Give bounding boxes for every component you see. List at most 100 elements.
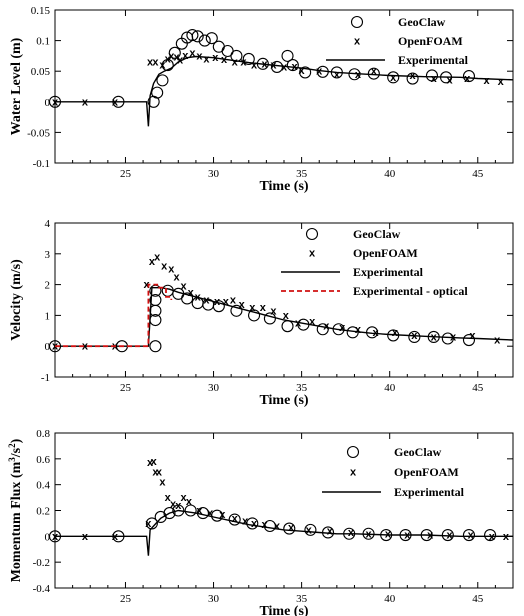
x-tick-label: 30 [208, 593, 220, 605]
geoclaw-point [299, 66, 312, 79]
openfoam-point: x [327, 526, 334, 538]
openfoam-point: x [219, 509, 226, 521]
openfoam-point: x [334, 69, 341, 81]
legend-label-experimental: Experimental [398, 53, 469, 67]
x-tick-label: 45 [472, 168, 484, 180]
geoclaw-point [156, 74, 169, 87]
geoclaw-point [281, 320, 294, 333]
x-tick-label: 30 [208, 168, 220, 180]
openfoam-point: x [239, 299, 246, 311]
legend-x-marker: x [354, 36, 361, 48]
x-tick-label: 30 [208, 382, 220, 394]
x-tick-label: 45 [472, 593, 484, 605]
x-tick-label: 35 [296, 382, 308, 394]
openfoam-point: x [147, 457, 154, 469]
openfoam-point: x [152, 57, 159, 69]
geoclaw-point [228, 513, 241, 526]
geoclaw-point [248, 309, 261, 322]
legend-label-experimental: Experimental [394, 485, 465, 499]
geoclaw-point [304, 523, 317, 536]
openfoam-point: x [182, 50, 189, 62]
legend-circle-marker [305, 227, 319, 241]
legend-x-marker: x [309, 248, 316, 260]
y-tick-label: 1 [45, 310, 51, 322]
geoclaw-point [270, 60, 284, 73]
openfoam-point: x [159, 477, 166, 489]
geoclaw-point [462, 333, 476, 347]
geoclaw-point [462, 528, 476, 542]
geoclaw-point [211, 509, 224, 522]
openfoam-point: x [151, 456, 158, 468]
geoclaw-point [462, 70, 476, 83]
geoclaw-point [406, 72, 419, 85]
openfoam-point: x [203, 53, 210, 65]
openfoam-point: x [181, 492, 188, 504]
geoclaw-point [161, 284, 174, 297]
openfoam-point: x [249, 302, 256, 314]
openfoam-point: x [207, 508, 214, 520]
geoclaw-point [263, 519, 276, 533]
geoclaw-point [316, 323, 329, 336]
legend-label-geoclaw: GeoClaw [394, 445, 442, 459]
geoclaw-point [387, 71, 400, 84]
openfoam-point: x [431, 331, 438, 343]
openfoam-point: x [274, 521, 281, 533]
y-tick-label: 2 [45, 280, 51, 292]
openfoam-point: x [251, 60, 258, 72]
openfoam-point: x [309, 316, 316, 328]
y-tick-label: 0.15 [31, 5, 51, 17]
plot-frame [54, 222, 514, 378]
geoclaw-point [408, 330, 421, 344]
openfoam-point: x [262, 519, 269, 531]
openfoam-point: x [159, 60, 166, 72]
geoclaw-point [184, 504, 197, 517]
legend-label-experimental-optical: Experimental - optical [353, 284, 468, 298]
geoclaw-point [425, 69, 439, 82]
y-tick-label: -0.05 [27, 127, 50, 139]
openfoam-point: x [469, 330, 476, 342]
openfoam-point: x [147, 57, 154, 69]
openfoam-point: x [154, 251, 161, 263]
x-tick-label: 45 [472, 382, 484, 394]
x-tick-label: 25 [120, 168, 132, 180]
geoclaw-point [149, 293, 162, 307]
openfoam-point: x [431, 73, 438, 85]
openfoam-point: x [288, 522, 295, 534]
y-tick-label: 0 [45, 341, 51, 353]
legend-circle-marker [346, 445, 360, 459]
x-axis-label: Time (s) [259, 179, 308, 194]
y-tick-label: 0.6 [36, 454, 50, 466]
openfoam-point: x [230, 295, 237, 307]
openfoam-point: x [498, 76, 505, 88]
openfoam-point: x [242, 515, 249, 527]
geoclaw-point [172, 504, 185, 517]
x-tick-label: 35 [296, 168, 308, 180]
openfoam-point: x [464, 73, 471, 85]
geoclaw-point [484, 528, 497, 542]
openfoam-point: x [371, 66, 378, 78]
openfoam-point: x [145, 518, 152, 530]
openfoam-point: x [156, 466, 163, 478]
x-tick-label: 40 [384, 168, 396, 180]
legend-label-geoclaw: GeoClaw [353, 227, 401, 241]
openfoam-point: x [168, 50, 175, 62]
geoclaw-point [186, 29, 199, 42]
openfoam-point: x [447, 74, 454, 86]
openfoam-point: x [316, 66, 323, 78]
openfoam-point: x [251, 518, 258, 530]
geoclaw-point [168, 46, 181, 59]
openfoam-point: x [355, 324, 362, 336]
y-tick-label: 3 [45, 249, 51, 261]
y-tick-label: 4 [45, 218, 51, 230]
openfoam-point: x [173, 52, 180, 64]
y-tick-label: 0.1 [36, 36, 50, 48]
openfoam-point: x [339, 322, 346, 334]
openfoam-point: x [188, 287, 195, 299]
openfoam-point: x [260, 302, 267, 314]
x-tick-label: 40 [384, 382, 396, 394]
geoclaw-point [441, 332, 454, 345]
openfoam-point: x [385, 528, 392, 540]
y-tick-label: 0.05 [31, 66, 51, 78]
openfoam-point: x [165, 492, 172, 504]
